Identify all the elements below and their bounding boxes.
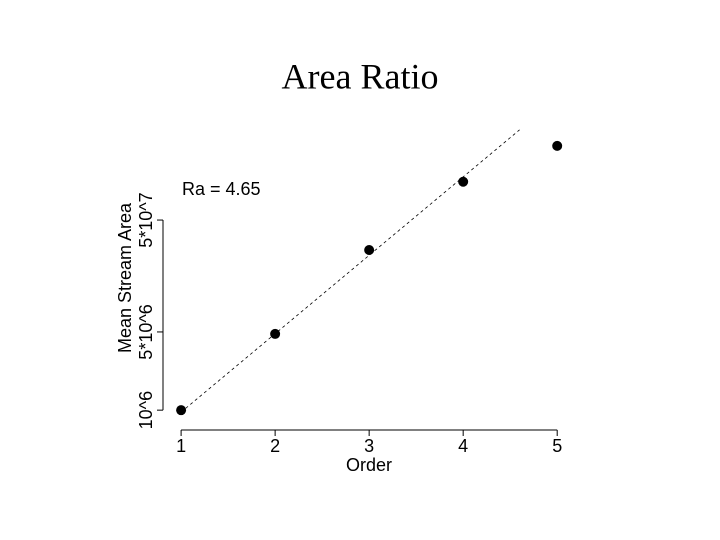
- annotation: Ra = 4.65: [182, 179, 261, 199]
- x-tick-label: 4: [458, 436, 468, 456]
- y-tick-label: 10^6: [136, 391, 156, 429]
- point: [458, 176, 469, 187]
- x-tick-label: 1: [176, 436, 186, 456]
- x-axis-label: Order: [346, 455, 392, 475]
- point: [270, 328, 281, 339]
- x-tick-label: 2: [270, 436, 280, 456]
- x-tick-label: 5: [552, 436, 562, 456]
- y-tick-label: 5*10^6: [136, 304, 156, 360]
- x-tick-label: 3: [364, 436, 374, 456]
- point: [364, 244, 375, 255]
- point: [552, 140, 563, 151]
- point: [176, 405, 187, 416]
- y-tick-label: 5*10^7: [136, 192, 156, 248]
- fit-line: [180, 129, 520, 413]
- chart-title: Area Ratio: [282, 56, 439, 96]
- y-axis-label: Mean Stream Area: [115, 202, 135, 353]
